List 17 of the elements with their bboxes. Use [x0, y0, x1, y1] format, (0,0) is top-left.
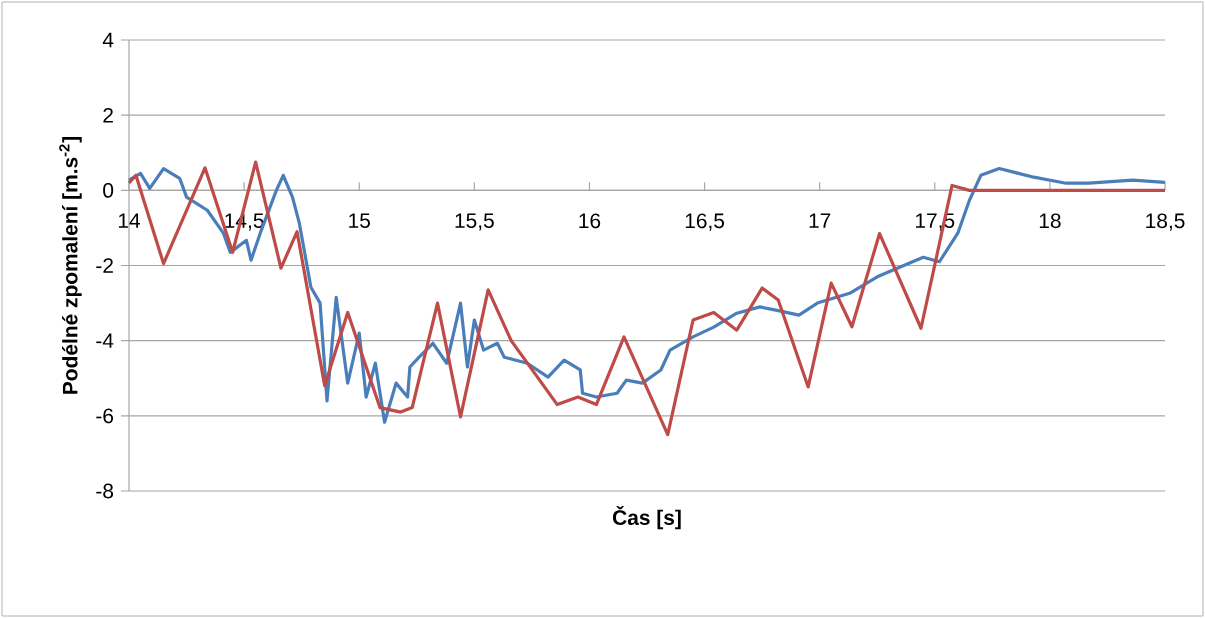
x-tick-label: 15,5 — [455, 213, 494, 231]
x-axis-title: Čas [s] — [612, 506, 681, 530]
x-tick-label: 16 — [579, 213, 601, 229]
x-tick-label: 17 — [809, 213, 831, 228]
y-tick-label: -8 — [96, 483, 114, 499]
x-tick-label: 14 — [118, 213, 141, 228]
y-tick-label: -2 — [96, 258, 113, 273]
x-tick-label: 15 — [349, 213, 370, 228]
y-tick-label: 2 — [103, 107, 113, 123]
y-tick-label: 4 — [102, 32, 114, 48]
x-tick-label: 18 — [1039, 213, 1061, 229]
x-tick-label: 18,5 — [1146, 213, 1185, 231]
y-tick-label: -4 — [96, 333, 114, 348]
y-axis-title: Podélné zpomalení [m.s$^{-2}$] — [59, 137, 82, 394]
y-tick-label: 0 — [103, 182, 114, 198]
y-tick-label: -6 — [96, 408, 114, 424]
x-tick-label: 16,5 — [685, 213, 725, 231]
